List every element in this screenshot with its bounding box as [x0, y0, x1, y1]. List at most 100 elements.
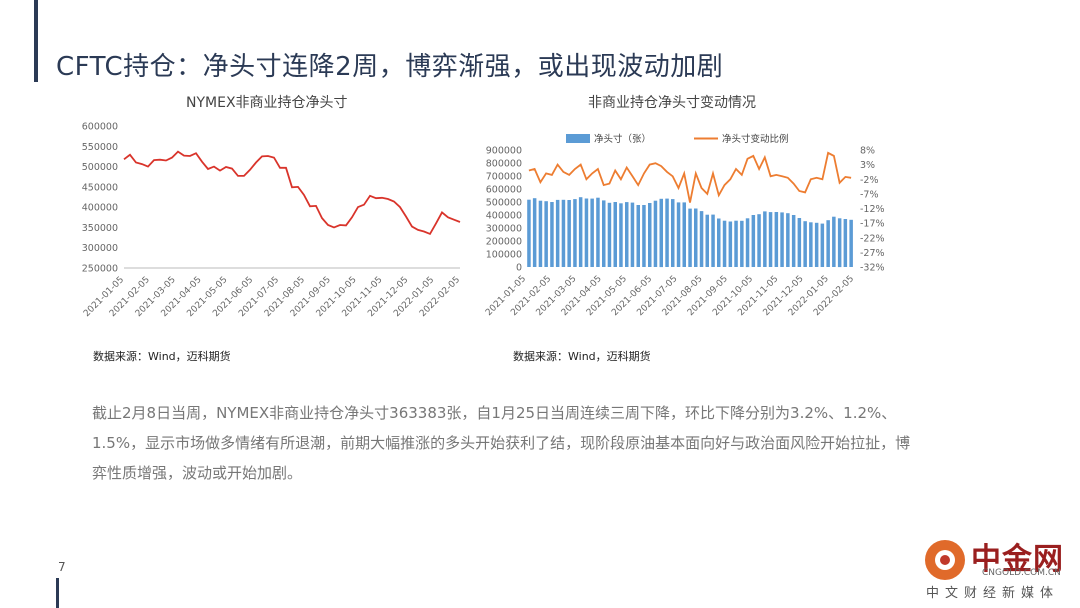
- net-position-bar: [717, 218, 721, 267]
- net-position-bar: [837, 218, 842, 268]
- net-position-bar: [803, 221, 807, 267]
- net-position-bar: [648, 203, 652, 267]
- change-ratio-line: [528, 151, 852, 203]
- net-position-bar: [768, 212, 773, 267]
- net-position-bar: [682, 202, 686, 267]
- net-position-bar: [630, 202, 635, 267]
- y-left-tick-label: 300000: [486, 224, 522, 235]
- y-left-tick-label: 800000: [486, 159, 522, 170]
- y-tick-label: 600000: [82, 122, 118, 133]
- y-right-tick-label: -2%: [860, 175, 879, 186]
- commentary-paragraph: 截止2月8日当周，NYMEX非商业持仓净头寸363383张，自1月25日当周连续…: [92, 404, 911, 482]
- logo-subtitle: 中文财经新媒体: [926, 586, 1060, 601]
- net-position-bar: [625, 202, 629, 267]
- left-chart-title: NYMEX非商业持仓净头寸: [186, 95, 348, 111]
- y-tick-label: 450000: [82, 182, 118, 193]
- legend-bar-label: 净头寸（张）: [594, 133, 651, 145]
- page-number: 7: [58, 560, 66, 574]
- right-chart-source: 数据来源：Wind，迈科期货: [513, 350, 651, 363]
- net-position-bar: [613, 202, 617, 267]
- net-position-bar: [602, 200, 606, 267]
- title-accent-bar: [34, 0, 38, 82]
- legend-bar-swatch: [566, 134, 590, 143]
- y-left-tick-label: 500000: [486, 198, 522, 209]
- logo-circle-core-icon: [940, 555, 950, 565]
- net-position-bar: [849, 219, 853, 267]
- net-position-bar: [527, 199, 531, 267]
- net-position-bar: [774, 212, 779, 267]
- net-position-bar: [688, 208, 692, 267]
- logo-name: 中金网: [971, 542, 1064, 577]
- net-position-line-chart: 250000 300000 350000 400000 450000 500000 5500…: [82, 122, 462, 320]
- cngold-logo: [925, 540, 965, 580]
- net-position-bar: [786, 213, 790, 267]
- net-position-bar: [538, 200, 543, 267]
- y-right-tick-label: -32%: [860, 263, 885, 274]
- net-position-bar: [763, 211, 767, 267]
- net-position-bar: [555, 199, 560, 267]
- net-position-bar: [826, 220, 830, 267]
- y-tick-label: 400000: [82, 203, 118, 214]
- page-title: CFTC持仓：净头寸连降2周，博弈渐强，或出现波动加剧: [56, 52, 724, 82]
- y-right-tick-label: 3%: [860, 160, 875, 171]
- net-position-bar: [561, 199, 566, 267]
- net-position-bar: [832, 216, 836, 267]
- y-left-tick-label: 0: [516, 263, 522, 274]
- y-right-tick-label: -27%: [860, 248, 885, 259]
- net-position-bar: [676, 202, 681, 267]
- net-position-bar: [607, 202, 612, 267]
- net-position-bar: [757, 214, 761, 267]
- net-position-bar: [809, 222, 813, 267]
- legend-line-label: 净头寸变动比例: [722, 133, 789, 145]
- net-position-bar: [665, 198, 669, 267]
- net-position-bar: [532, 198, 537, 267]
- y-right-tick-label: -17%: [860, 219, 885, 230]
- y-tick-label: 550000: [82, 142, 118, 153]
- y-left-tick-label: 100000: [486, 250, 522, 261]
- net-position-bar: [578, 197, 583, 267]
- y-right-tick-label: 8%: [860, 146, 875, 157]
- y-left-tick-label: 200000: [486, 237, 522, 248]
- net-position-bar: [596, 197, 600, 267]
- net-position-bar: [567, 200, 571, 267]
- y-left-tick-label: 600000: [486, 185, 522, 196]
- net-position-bar: [550, 202, 554, 267]
- y-left-tick-label: 700000: [486, 172, 522, 183]
- y-left-tick-label: 900000: [486, 146, 522, 157]
- net-position-bar: [705, 214, 709, 267]
- net-position-bar: [671, 199, 675, 267]
- net-position-bar: [751, 215, 756, 267]
- y-tick-label: 300000: [82, 243, 118, 254]
- net-position-bar: [636, 205, 640, 267]
- net-position-bar: [590, 198, 594, 267]
- net-position-bar: [544, 201, 548, 267]
- net-position-bar: [619, 203, 623, 267]
- net-position-bar: [699, 211, 704, 267]
- net-position-bar: [728, 221, 733, 267]
- net-position-bar: [734, 220, 738, 267]
- net-position-change-chart: 净头寸（张） 净头寸变动比例 0 100000 200000 300000 400000 50…: [484, 133, 885, 318]
- net-position-bar: [573, 199, 577, 267]
- logo-url: CNGOLD.COM.CN: [982, 568, 1061, 578]
- net-position-bar: [694, 208, 698, 267]
- net-position-bar: [797, 218, 802, 267]
- y-right-tick-label: -7%: [860, 189, 879, 200]
- net-position-bar: [642, 205, 646, 267]
- y-tick-label: 250000: [82, 264, 118, 275]
- net-position-bar: [740, 220, 744, 267]
- net-position-bar: [653, 200, 658, 267]
- y-right-tick-label: -12%: [860, 204, 885, 215]
- net-position-bar: [722, 220, 727, 267]
- net-position-bar: [820, 223, 825, 267]
- y-right-tick-label: -22%: [860, 233, 885, 244]
- net-position-bar: [659, 198, 663, 268]
- net-position-line: [123, 150, 461, 236]
- y-tick-label: 350000: [82, 223, 118, 234]
- y-tick-label: 500000: [82, 162, 118, 173]
- y-left-tick-label: 400000: [486, 211, 522, 222]
- net-position-bar: [584, 198, 589, 267]
- net-position-bar: [843, 219, 848, 267]
- net-position-bar: [745, 218, 750, 268]
- right-chart-title: 非商业持仓净头寸变动情况: [588, 95, 756, 111]
- net-position-bar: [791, 215, 796, 267]
